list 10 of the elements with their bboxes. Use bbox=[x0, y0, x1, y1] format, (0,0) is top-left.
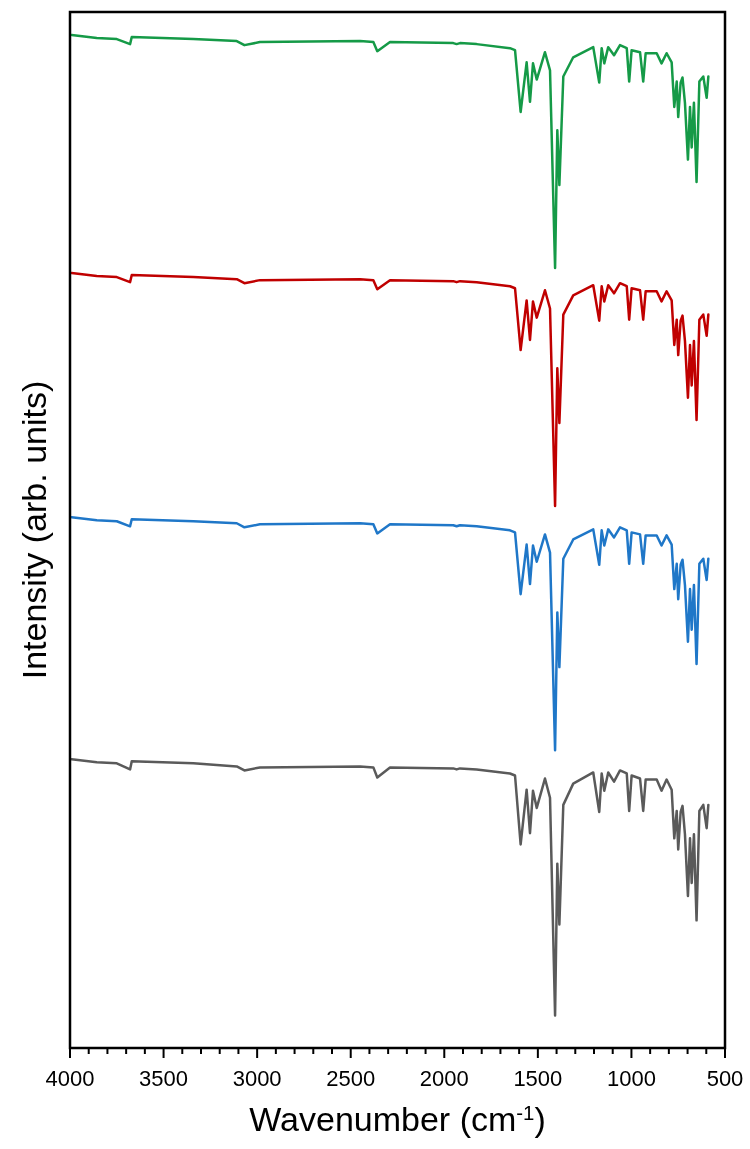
x-axis-title: Wavenumber (cm$^{-1}$) bbox=[249, 1100, 546, 1138]
x-tick-label: 500 bbox=[706, 1066, 744, 1091]
x-tick-label: 1000 bbox=[606, 1066, 656, 1091]
x-tick-label: 2500 bbox=[326, 1066, 376, 1091]
x-tick-label: 3000 bbox=[232, 1066, 282, 1091]
x-tick-label: 2000 bbox=[419, 1066, 469, 1091]
x-tick-label: 1500 bbox=[513, 1066, 563, 1091]
x-tick-label: 4000 bbox=[45, 1066, 95, 1091]
x-tick-label: 3500 bbox=[139, 1066, 189, 1091]
y-axis-title: Intensity (arb. units) bbox=[15, 380, 53, 680]
